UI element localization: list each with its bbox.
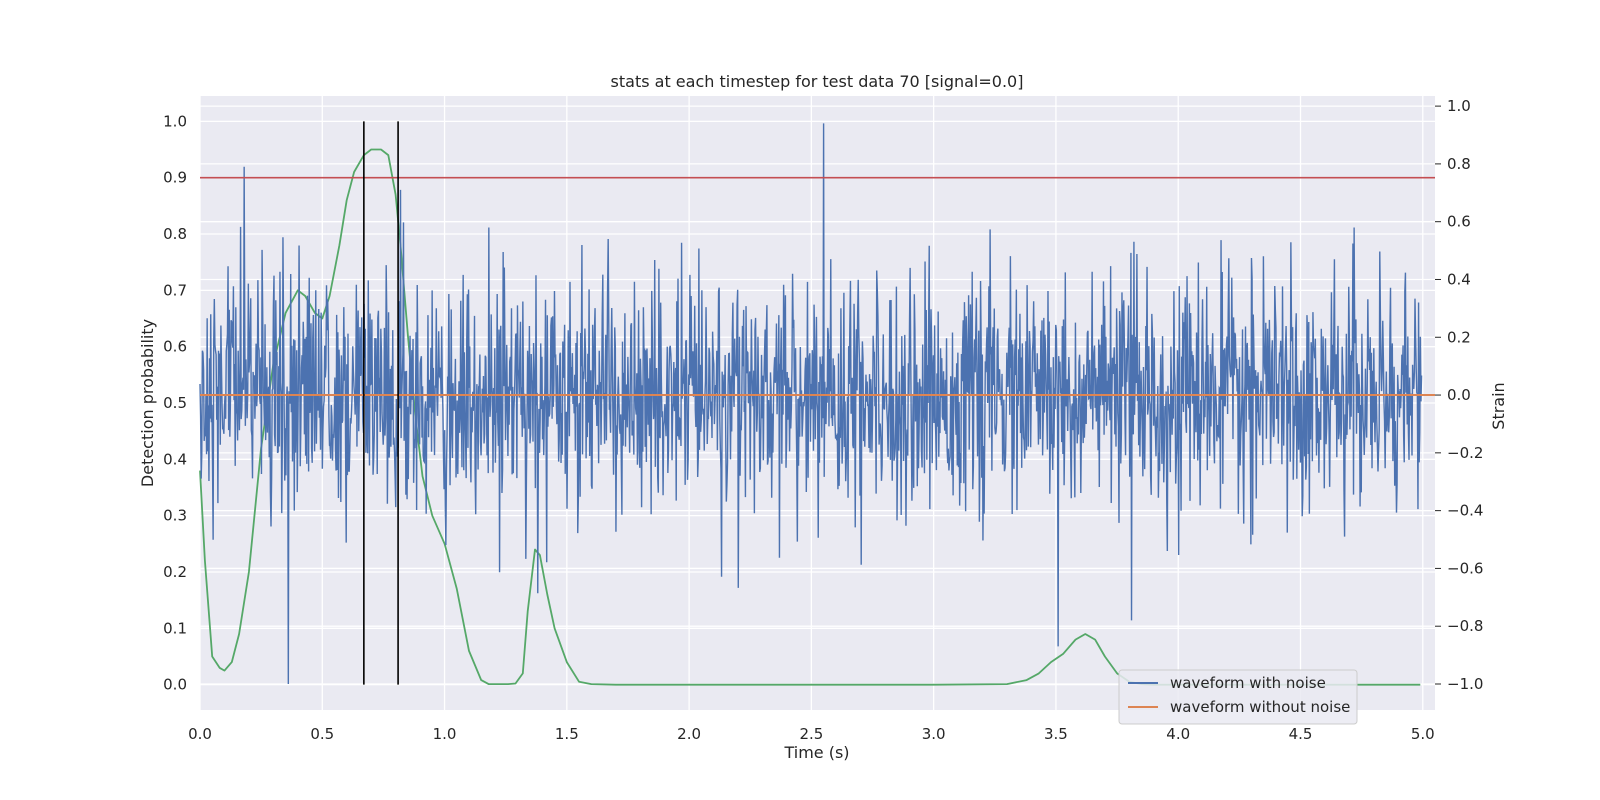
y2-tick-label: −0.2 xyxy=(1447,444,1483,462)
y2-tick-label: 0.4 xyxy=(1447,270,1471,288)
y-tick-label: 1.0 xyxy=(163,112,187,130)
legend-label-waveform-with-noise: waveform with noise xyxy=(1170,674,1326,692)
y2-tick-label: 0.6 xyxy=(1447,213,1471,231)
x-tick-label: 0.5 xyxy=(310,725,334,743)
ticks-layer: 0.0 0.5 1.0 1.5 2.0 2.5 3.0 3.5 4.0 4.5 5.0 0.0 0.1 0… xyxy=(163,97,1483,743)
chart-title: stats at each timestep for test data 70 … xyxy=(611,72,1024,91)
x-tick-label: 1.0 xyxy=(433,725,457,743)
y-tick-label: 0.0 xyxy=(163,676,187,694)
waveform-with-noise-line xyxy=(199,123,1423,685)
y2-tick-label: −0.8 xyxy=(1447,617,1483,635)
x-tick-label: 4.0 xyxy=(1166,725,1190,743)
legend-label-waveform-without-noise: waveform without noise xyxy=(1170,698,1350,716)
y-tick-label: 0.5 xyxy=(163,394,187,412)
x-tick-label: 3.5 xyxy=(1044,725,1068,743)
x-tick-label: 2.0 xyxy=(677,725,701,743)
y-axis-label: Detection probability xyxy=(138,319,157,487)
legend-box xyxy=(1118,669,1358,725)
y2-tick-label: −0.6 xyxy=(1447,559,1483,577)
y2-tick-label: −0.4 xyxy=(1447,502,1483,520)
x-tick-label: 0.0 xyxy=(188,725,212,743)
detection-probability-layer xyxy=(199,148,1421,686)
y-tick-label: 0.3 xyxy=(163,507,187,525)
x-tick-label: 5.0 xyxy=(1411,725,1435,743)
x-tick-label: 4.5 xyxy=(1289,725,1313,743)
y-tick-label: 0.2 xyxy=(163,563,187,581)
y2-tick-label: −1.0 xyxy=(1447,675,1483,693)
waveform-layer xyxy=(199,123,1435,685)
markers-layer xyxy=(200,121,1435,685)
x-tick-label: 1.5 xyxy=(555,725,579,743)
y-tick-label: 0.7 xyxy=(163,281,187,299)
y-tick-label: 0.4 xyxy=(163,450,187,468)
x-tick-label: 2.5 xyxy=(799,725,823,743)
y2-tick-label: 0.2 xyxy=(1447,328,1471,346)
y2-tick-label: 0.0 xyxy=(1447,386,1471,404)
x-tick-label: 3.0 xyxy=(922,725,946,743)
y-tick-label: 0.1 xyxy=(163,619,187,637)
y-tick-label: 0.9 xyxy=(163,169,187,187)
y-tick-label: 0.8 xyxy=(163,225,187,243)
detection-probability-line xyxy=(199,148,1421,686)
legend: waveform with noise waveform without noi… xyxy=(1118,669,1358,725)
x-axis-label: Time (s) xyxy=(783,743,849,762)
y-tick-label: 0.6 xyxy=(163,338,187,356)
y2-tick-label: 0.8 xyxy=(1447,155,1471,173)
y2-tick-label: 1.0 xyxy=(1447,97,1471,115)
y2-axis-label: Strain xyxy=(1489,382,1508,429)
